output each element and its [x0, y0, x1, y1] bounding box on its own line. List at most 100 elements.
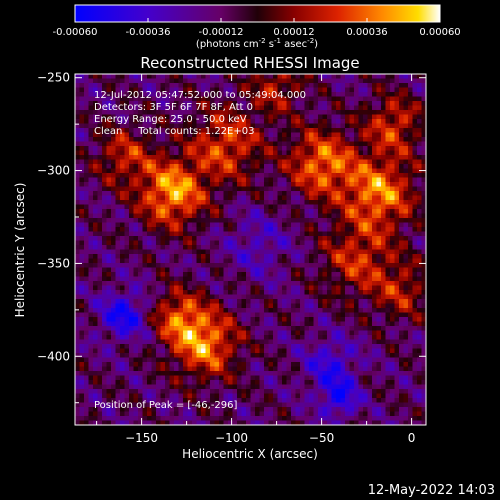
heatmap-cell — [273, 168, 279, 174]
heatmap-cell — [201, 236, 207, 242]
heatmap-cell — [250, 110, 256, 116]
heatmap-cell — [381, 155, 387, 161]
heatmap-cell — [165, 281, 171, 287]
heatmap-cell — [340, 254, 346, 260]
heatmap-cell — [102, 123, 108, 129]
heatmap-cell — [187, 299, 193, 305]
heatmap-cell — [241, 150, 247, 156]
heatmap-cell — [120, 240, 126, 246]
heatmap-cell — [196, 105, 202, 111]
heatmap-cell — [138, 317, 144, 323]
heatmap-cell — [102, 303, 108, 309]
heatmap-cell — [286, 281, 292, 287]
heatmap-cell — [376, 78, 382, 84]
heatmap-cell — [381, 231, 387, 237]
heatmap-cell — [309, 326, 315, 332]
heatmap-cell — [286, 123, 292, 129]
heatmap-cell — [84, 96, 90, 102]
heatmap-cell — [336, 128, 342, 134]
heatmap-cell — [277, 87, 283, 93]
heatmap-cell — [403, 114, 409, 120]
heatmap-cell — [336, 357, 342, 363]
heatmap-cell — [300, 83, 306, 89]
heatmap-cell — [268, 101, 274, 107]
heatmap-cell — [93, 204, 99, 210]
heatmap-cell — [187, 321, 193, 327]
heatmap-cell — [390, 119, 396, 125]
heatmap-cell — [111, 231, 117, 237]
heatmap-cell — [111, 123, 117, 129]
heatmap-cell — [354, 245, 360, 251]
heatmap-cell — [295, 110, 301, 116]
heatmap-cell — [322, 195, 328, 201]
heatmap-cell — [390, 101, 396, 107]
heatmap-cell — [295, 254, 301, 260]
heatmap-cell — [322, 303, 328, 309]
heatmap-cell — [210, 209, 216, 215]
heatmap-cell — [403, 204, 409, 210]
heatmap-cell — [399, 222, 405, 228]
heatmap-cell — [349, 87, 355, 93]
heatmap-cell — [79, 308, 85, 314]
heatmap-cell — [286, 312, 292, 318]
heatmap-cell — [340, 321, 346, 327]
heatmap-cell — [160, 339, 166, 345]
heatmap-cell — [187, 173, 193, 179]
heatmap-cell — [399, 263, 405, 269]
heatmap-cell — [340, 101, 346, 107]
heatmap-cell — [390, 164, 396, 170]
heatmap-cell — [250, 263, 256, 269]
heatmap-cell — [133, 114, 139, 120]
heatmap-cell — [277, 101, 283, 107]
heatmap-cell — [192, 191, 198, 197]
heatmap-cell — [376, 146, 382, 152]
heatmap-cell — [178, 339, 184, 345]
heatmap-cell — [79, 267, 85, 273]
heatmap-cell — [367, 213, 373, 219]
heatmap-cell — [318, 303, 324, 309]
heatmap-cell — [273, 276, 279, 282]
heatmap-cell — [84, 326, 90, 332]
heatmap-cell — [327, 330, 333, 336]
heatmap-cell — [97, 357, 103, 363]
heatmap-cell — [273, 299, 279, 305]
heatmap-cell — [165, 294, 171, 300]
heatmap-cell — [421, 164, 426, 170]
heatmap-cell — [138, 245, 144, 251]
heatmap-cell — [232, 258, 238, 264]
heatmap-cell — [286, 159, 292, 165]
heatmap-cell — [183, 231, 189, 237]
heatmap-cell — [273, 321, 279, 327]
heatmap-cell — [250, 281, 256, 287]
heatmap-cell — [291, 177, 297, 183]
heatmap-cell — [255, 272, 261, 278]
heatmap-cell — [331, 186, 337, 192]
heatmap-cell — [160, 83, 166, 89]
heatmap-cell — [421, 303, 426, 309]
heatmap-cell — [255, 204, 261, 210]
heatmap-cell — [277, 74, 283, 80]
heatmap-cell — [228, 146, 234, 152]
heatmap-cell — [201, 299, 207, 305]
heatmap-cell — [138, 227, 144, 233]
heatmap-cell — [345, 164, 351, 170]
heatmap-cell — [111, 182, 117, 188]
heatmap-cell — [340, 339, 346, 345]
heatmap-cell — [403, 195, 409, 201]
heatmap-cell — [196, 335, 202, 341]
heatmap-cell — [291, 83, 297, 89]
heatmap-cell — [165, 344, 171, 350]
heatmap-cell — [93, 317, 99, 323]
heatmap-cell — [210, 191, 216, 197]
heatmap-cell — [282, 312, 288, 318]
heatmap-cell — [345, 294, 351, 300]
heatmap-cell — [345, 87, 351, 93]
heatmap-cell — [340, 258, 346, 264]
heatmap-cell — [106, 231, 112, 237]
heatmap-cell — [372, 272, 378, 278]
heatmap-cell — [322, 213, 328, 219]
heatmap-cell — [394, 92, 400, 98]
heatmap-cell — [201, 78, 207, 84]
heatmap-cell — [318, 87, 324, 93]
heatmap-cell — [282, 335, 288, 341]
